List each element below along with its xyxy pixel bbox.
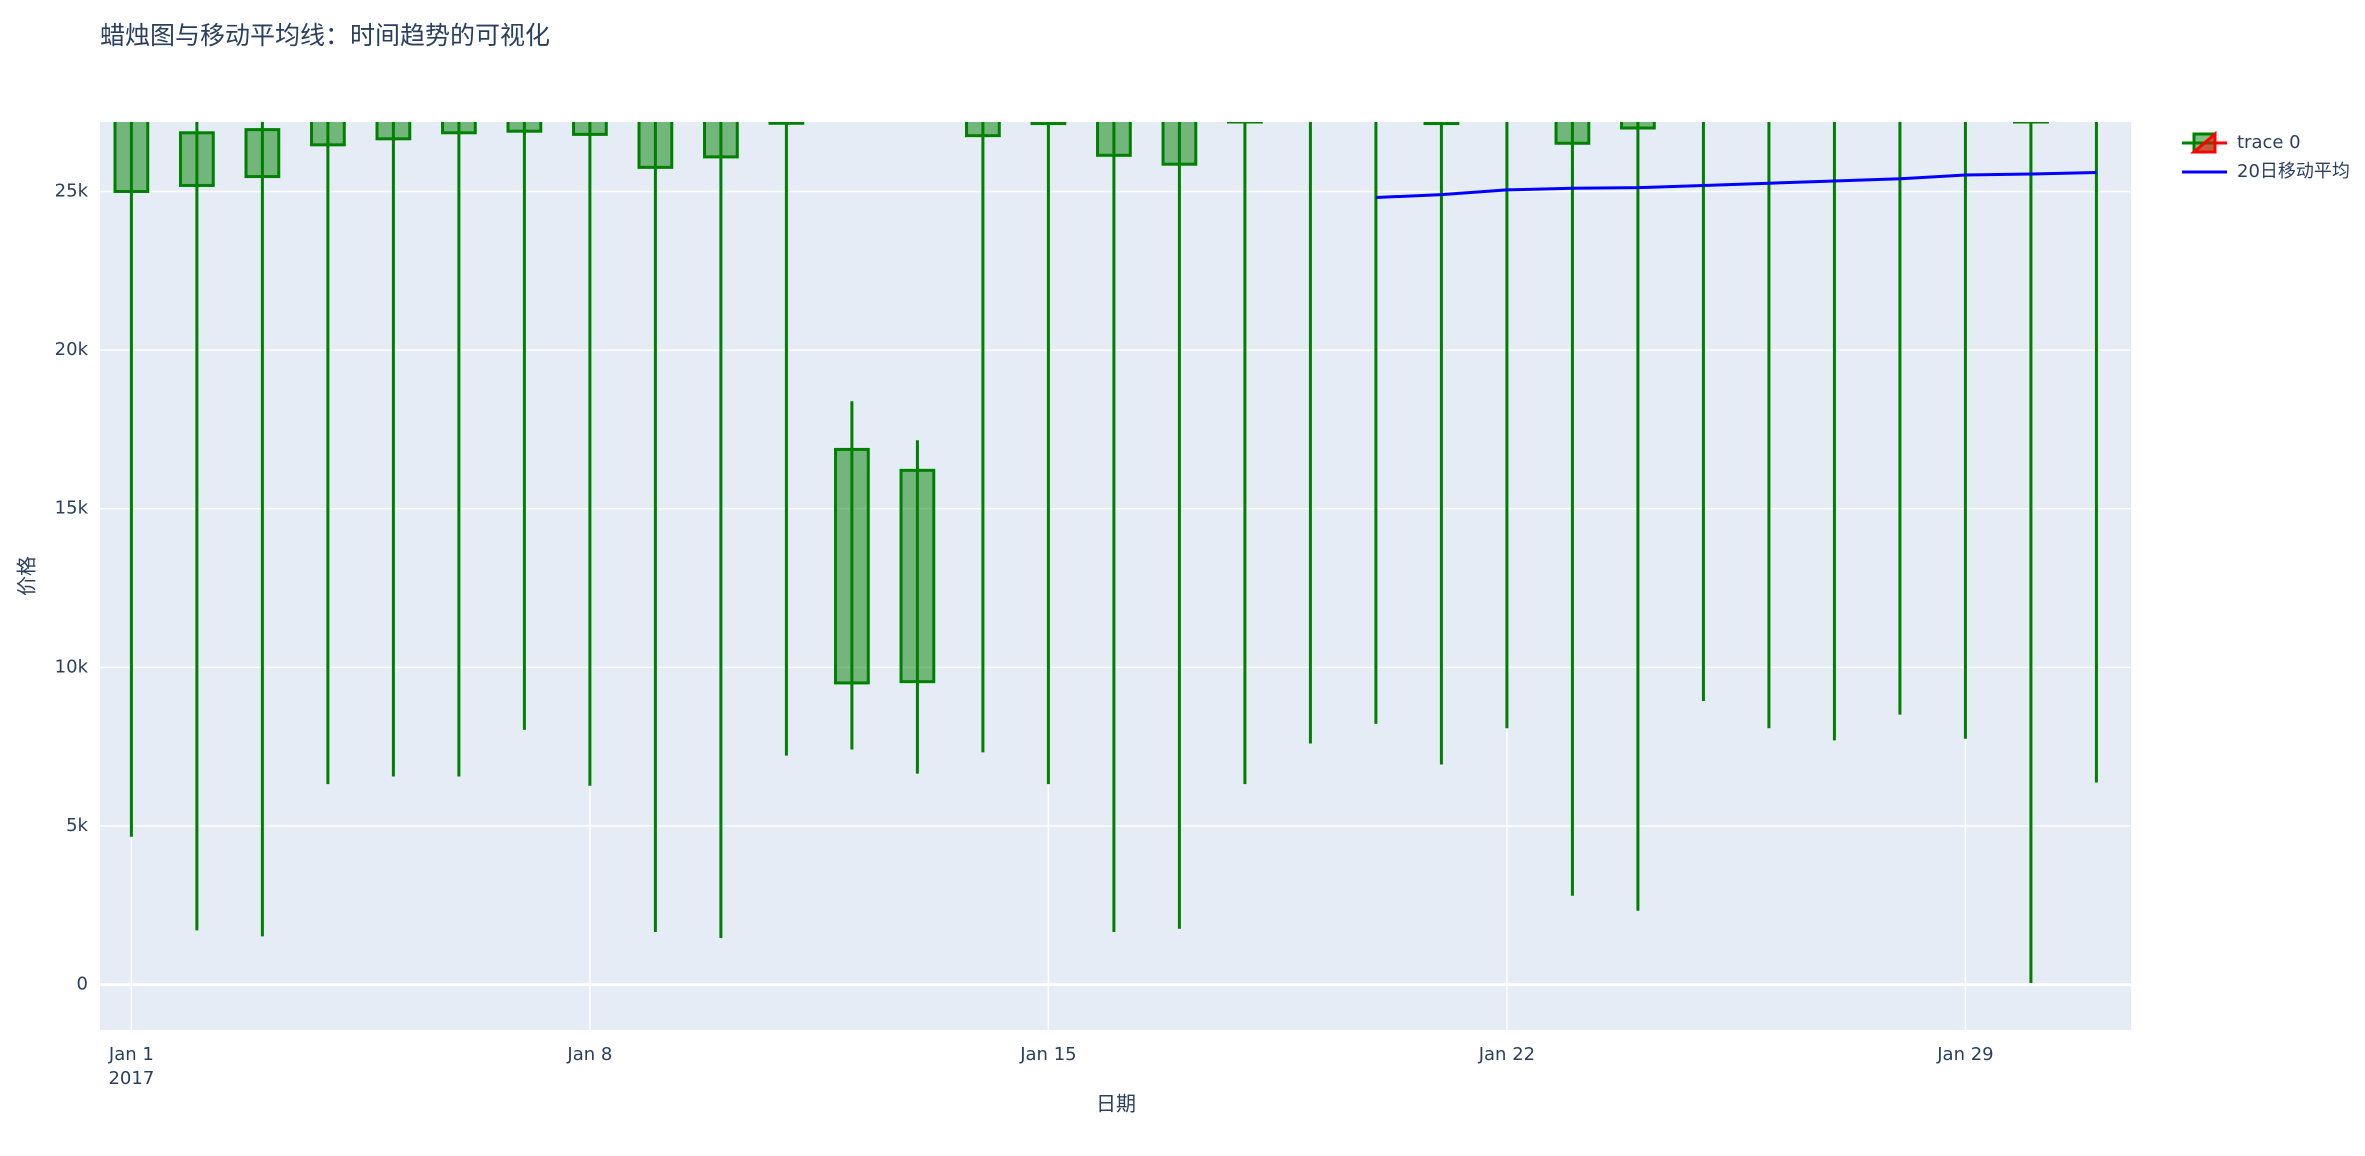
candle-body — [1227, 122, 1263, 124]
candle-body — [899, 468, 936, 684]
legend-label: trace 0 — [2237, 132, 2301, 153]
y-tick-label: 25k — [55, 180, 89, 201]
candle-body — [1949, 103, 1982, 116]
legend-icon — [2189, 130, 2227, 154]
x-tick-label: Jan 29 — [1936, 1044, 1993, 1065]
x-axis-title: 日期 — [1096, 1092, 1136, 1116]
candle-body — [2013, 122, 2049, 124]
candle-body — [1620, 122, 1656, 130]
candle-body — [310, 122, 346, 147]
plot-area — [100, 122, 2131, 1030]
candle-body — [244, 128, 281, 179]
candle-body — [1818, 103, 1851, 116]
candle-body — [2080, 103, 2113, 116]
candle-body — [375, 122, 412, 141]
candle-body — [572, 122, 608, 136]
candle-body — [1491, 103, 1524, 116]
candle-body — [1687, 103, 1720, 116]
legend-item[interactable]: trace 0 — [2182, 130, 2301, 154]
labels: 0 5k 10k 15k 20k 25k Jan 1 2017 Jan 8 Jan 15 Jan 2… — [55, 180, 1994, 1089]
x-tick-label: Jan 22 — [1478, 1044, 1535, 1065]
candle-body — [1884, 103, 1917, 116]
candle-body — [1030, 122, 1067, 126]
y-tick-label: 5k — [66, 815, 88, 836]
candle-body — [1294, 103, 1327, 116]
candle-body — [965, 122, 1001, 138]
candle-body — [834, 447, 870, 685]
y-tick-label: 20k — [55, 339, 89, 360]
chart-title: 蜡烛图与移动平均线：时间趋势的可视化 — [100, 21, 550, 50]
candle-body — [1554, 122, 1591, 145]
candle-body — [1096, 122, 1132, 157]
y-tick-label: 0 — [77, 974, 88, 995]
candle-body — [179, 131, 215, 187]
marks — [113, 103, 2113, 984]
candle-body — [768, 122, 805, 125]
candle-body — [1360, 103, 1393, 116]
x-tick-label: Jan 15 — [1019, 1044, 1076, 1065]
legend-label: 20日移动平均 — [2237, 161, 2350, 182]
x-tick-label: Jan 1 2017 — [108, 1044, 154, 1089]
candle-body — [703, 122, 739, 159]
y-axis-title: 价格 — [15, 556, 39, 596]
candle-body — [113, 122, 150, 193]
legend: trace 0 20日移动平均 — [2182, 130, 2350, 182]
y-tick-label: 10k — [55, 656, 89, 677]
candle-body — [1423, 122, 1460, 126]
moving-average-line — [1375, 170, 2097, 200]
candle-body — [1161, 122, 1198, 166]
candle-body — [637, 122, 674, 169]
legend-item[interactable]: 20日移动平均 — [2182, 161, 2350, 182]
x-tick-label: Jan 8 — [566, 1044, 612, 1065]
candle-body — [1753, 103, 1786, 116]
candle-body — [506, 122, 543, 133]
candle-body — [441, 122, 477, 135]
y-tick-label: 15k — [55, 498, 89, 519]
